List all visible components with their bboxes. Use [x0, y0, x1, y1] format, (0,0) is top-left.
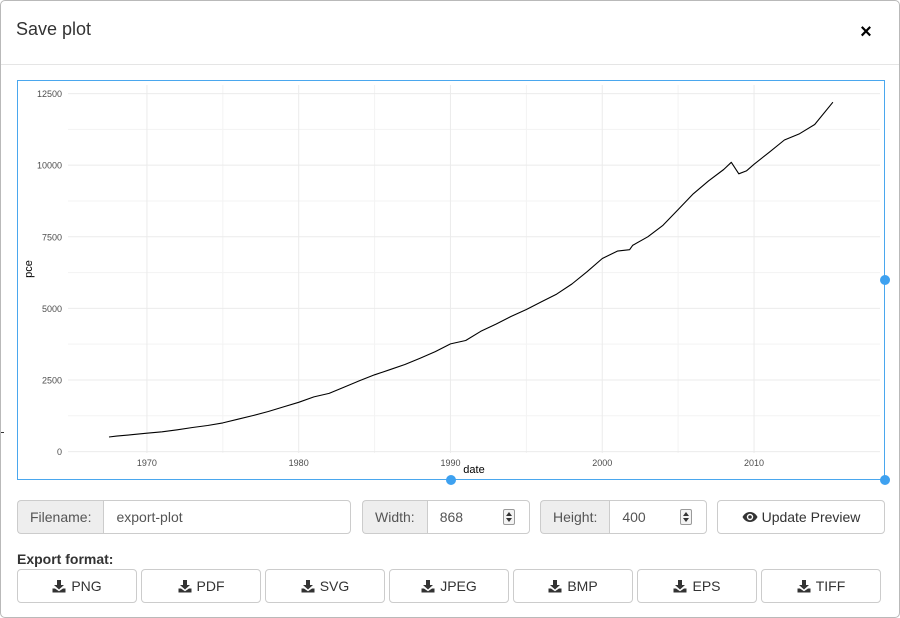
export-format-label: JPEG	[440, 578, 477, 594]
width-label: Width:	[362, 500, 427, 534]
export-svg-button[interactable]: SVG	[265, 569, 385, 603]
download-icon	[673, 580, 687, 593]
stepper-down-icon[interactable]	[505, 518, 512, 522]
height-stepper[interactable]	[680, 509, 693, 525]
export-format-label: TIFF	[815, 578, 846, 594]
y-axis-title: pce	[23, 260, 35, 278]
width-stepper[interactable]	[502, 509, 515, 525]
y-tick-label: 5000	[42, 304, 62, 314]
dialog-title: Save plot	[16, 19, 92, 39]
stepper-down-icon[interactable]	[683, 518, 690, 522]
y-tick-label: 10000	[37, 161, 62, 171]
filename-input[interactable]: export-plot	[103, 500, 352, 534]
edge-mark	[1, 432, 4, 433]
download-icon	[421, 580, 435, 593]
export-png-button[interactable]: PNG	[17, 569, 137, 603]
export-pdf-button[interactable]: PDF	[141, 569, 261, 603]
update-preview-label: Update Preview	[761, 509, 861, 525]
resize-handle-right[interactable]	[880, 275, 890, 285]
export-format-label: Export format:	[17, 551, 114, 567]
export-tiff-button[interactable]: TIFF	[761, 569, 881, 603]
width-value: 868	[439, 509, 464, 525]
x-tick-label: 1980	[289, 458, 309, 468]
height-value: 400	[622, 509, 646, 525]
stepper-up-icon[interactable]	[505, 512, 512, 516]
export-format-label: SVG	[319, 578, 350, 594]
update-preview-button[interactable]: Update Preview	[717, 500, 885, 534]
x-tick-label: 1990	[440, 458, 460, 468]
export-bmp-button[interactable]: BMP	[513, 569, 633, 603]
export-format-label: BMP	[567, 578, 598, 594]
y-tick-label: 0	[57, 447, 62, 457]
resize-handle-corner[interactable]	[880, 475, 890, 485]
width-group: Width: 868	[362, 500, 530, 534]
x-tick-label: 2010	[744, 458, 764, 468]
export-eps-button[interactable]: EPS	[637, 569, 757, 603]
close-icon[interactable]: ×	[860, 21, 872, 43]
plot-preview: 0 2500 5000 7500 10000 12500 1970 1980 1990 2000 2…	[17, 80, 885, 480]
y-tick-label: 7500	[42, 232, 62, 242]
download-icon	[797, 580, 811, 593]
x-tick-label: 2000	[592, 458, 612, 468]
series-line	[108, 101, 834, 438]
width-input[interactable]: 868	[426, 500, 530, 534]
dialog-header: Save plot ×	[1, 1, 899, 65]
y-tick-label: 2500	[42, 375, 62, 385]
download-icon	[178, 580, 191, 593]
export-format-label: PDF	[196, 578, 225, 594]
filename-group: Filename: export-plot	[17, 500, 352, 534]
filename-label: Filename:	[17, 500, 104, 534]
height-input[interactable]: 400	[609, 500, 708, 534]
height-label: Height:	[540, 500, 610, 534]
x-tick-label: 1970	[137, 458, 157, 468]
x-axis-title: date	[463, 464, 484, 476]
export-format-label: PNG	[71, 578, 102, 594]
eye-icon	[742, 512, 758, 522]
export-format-label: EPS	[692, 578, 721, 594]
download-icon	[52, 580, 66, 593]
export-jpeg-button[interactable]: JPEG	[389, 569, 509, 603]
resize-handle-bottom[interactable]	[446, 475, 456, 485]
download-icon	[548, 580, 562, 593]
stepper-up-icon[interactable]	[683, 512, 690, 516]
y-tick-label: 12500	[37, 89, 62, 99]
line-chart: 0 2500 5000 7500 10000 12500 1970 1980 1990 2000 2…	[23, 85, 880, 476]
download-icon	[301, 580, 315, 593]
height-group: Height: 400	[540, 500, 708, 534]
